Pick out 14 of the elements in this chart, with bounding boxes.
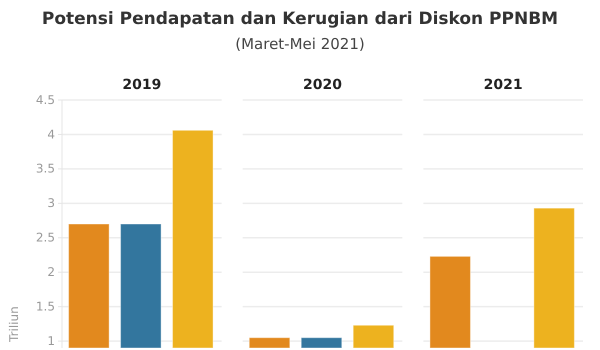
chart-subtitle: (Maret-Mei 2021) (235, 35, 365, 53)
y-axis-title: Triliun (7, 306, 21, 343)
x-tick-label: 2021 (484, 77, 523, 93)
x-tick-label: 2019 (122, 77, 162, 93)
y-tick-label: 4.5 (36, 92, 55, 107)
y-tick-label: 4 (47, 127, 55, 142)
x-tick-label: 2020 (303, 77, 342, 93)
y-tick-label: 1.5 (36, 300, 55, 314)
y-tick-label: 1 (47, 334, 55, 348)
y-tick-label: 2.5 (36, 230, 55, 245)
y-tick-label: 3 (47, 196, 55, 210)
y-tick-label: 2 (47, 265, 55, 280)
y-tick-label: 3.5 (36, 162, 55, 176)
chart-title: Potensi Pendapatan dan Kerugian dari Diskon PPNBM (42, 9, 558, 29)
